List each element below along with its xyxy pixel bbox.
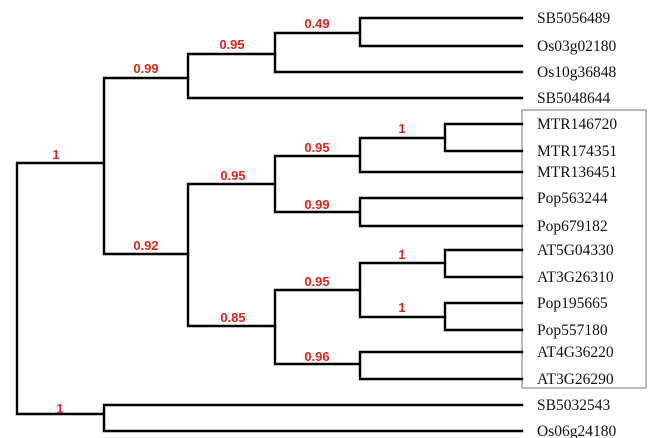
leaf-label: AT5G04330 — [537, 242, 614, 259]
leaf-label: MTR146720 — [537, 116, 617, 133]
support-grass-inner: 0.95 — [219, 37, 244, 52]
leaf-label: AT4G36220 — [537, 344, 614, 361]
mtr-group-branch — [358, 136, 524, 174]
leaf-label: Pop563244 — [537, 190, 608, 207]
support-mtr-pop: 0.95 — [220, 168, 245, 183]
leaf-label: AT3G26310 — [537, 269, 614, 286]
leaf-label: Pop195665 — [537, 295, 608, 312]
support-at-pop: 0.95 — [304, 274, 329, 289]
at-pair1-branch — [443, 248, 524, 279]
leaf-label: Pop557180 — [537, 322, 608, 339]
grass-inner-branch — [273, 31, 524, 74]
grass-clade-branch — [186, 52, 524, 100]
leaf-label: SB5056489 — [537, 10, 610, 27]
mtr-pair-branch — [443, 122, 524, 153]
leaf-label: SB5048644 — [537, 90, 610, 107]
leaf-label: Os10g36848 — [537, 64, 616, 81]
support-grass: 0.99 — [133, 61, 158, 76]
leaf-label: MTR174351 — [537, 143, 617, 160]
support-pop-pair1: 0.99 — [304, 197, 329, 212]
leaf-label: MTR136451 — [537, 164, 617, 181]
support-dicot: 0.92 — [133, 238, 158, 253]
leaf-label: SB5032543 — [537, 397, 610, 414]
support-at-group: 0.85 — [220, 310, 245, 325]
sb-os06-branch — [102, 403, 524, 433]
sb-os03-branch — [358, 16, 524, 48]
pop-pair2-branch — [443, 301, 524, 332]
support-at-pair2: 0.96 — [304, 349, 329, 364]
leaf-label: Os06g24180 — [537, 423, 616, 438]
mtr-pop-branch — [273, 154, 362, 214]
leaf-label: AT3G26290 — [537, 371, 614, 388]
pop-pair1-branch — [358, 196, 524, 228]
support-mtr-group: 0.95 — [304, 140, 329, 155]
major-split-branch — [102, 76, 190, 256]
support-pop-pair2: 1 — [398, 300, 405, 315]
support-root: 1 — [52, 147, 59, 162]
support-at-pair1: 1 — [398, 247, 405, 262]
at-pop-branch — [358, 261, 447, 319]
dicot-clade-branch — [186, 182, 277, 328]
root-branch — [15, 161, 106, 416]
at-pair2-branch — [358, 350, 524, 381]
support-sb-os06: 1 — [56, 401, 63, 416]
at-group-branch — [273, 288, 362, 366]
leaf-label: Os03g02180 — [537, 38, 616, 55]
support-mtr-pair: 1 — [398, 121, 405, 136]
support-sb-os03: 0.49 — [304, 16, 329, 31]
leaf-label: Pop679182 — [537, 218, 608, 235]
